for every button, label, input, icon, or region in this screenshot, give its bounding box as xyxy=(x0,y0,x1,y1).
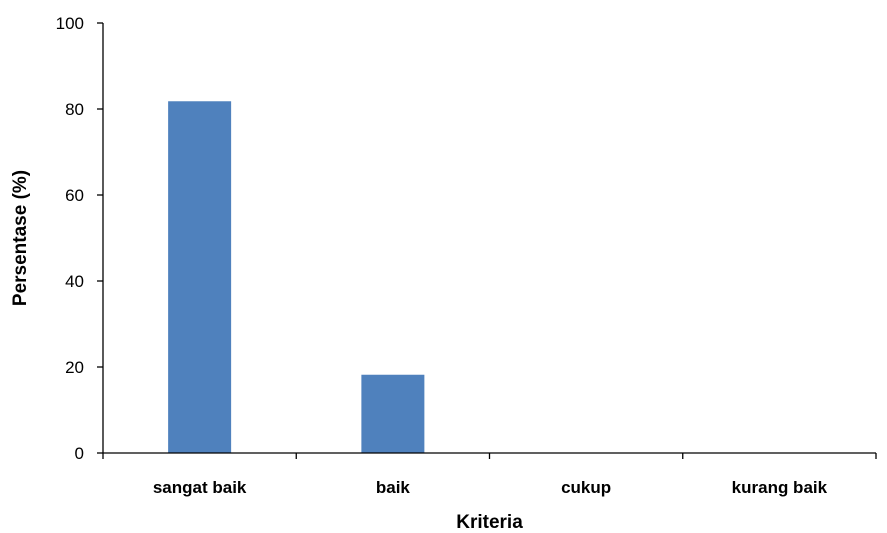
x-tick-label: baik xyxy=(376,478,411,497)
bars-group xyxy=(168,101,425,453)
y-tick-label: 20 xyxy=(65,358,84,377)
y-tick-label: 0 xyxy=(75,444,84,463)
y-tick-label: 100 xyxy=(56,14,84,33)
y-tick-label: 80 xyxy=(65,100,84,119)
x-tick-label: sangat baik xyxy=(153,478,247,497)
y-ticks-group: 0 20 40 60 80 100 xyxy=(56,14,103,463)
y-tick-label: 60 xyxy=(65,186,84,205)
x-axis-title: Kriteria xyxy=(456,512,523,533)
x-tick-label: cukup xyxy=(561,478,611,497)
y-axis-title: Persentase (%) xyxy=(10,170,31,306)
y-tick-label: 40 xyxy=(65,272,84,291)
x-ticks-group: sangat baik baik cukup kurang baik xyxy=(102,453,877,497)
bar-sangat-baik xyxy=(168,101,232,453)
x-tick-label: kurang baik xyxy=(732,478,828,497)
bar-baik xyxy=(361,374,425,453)
